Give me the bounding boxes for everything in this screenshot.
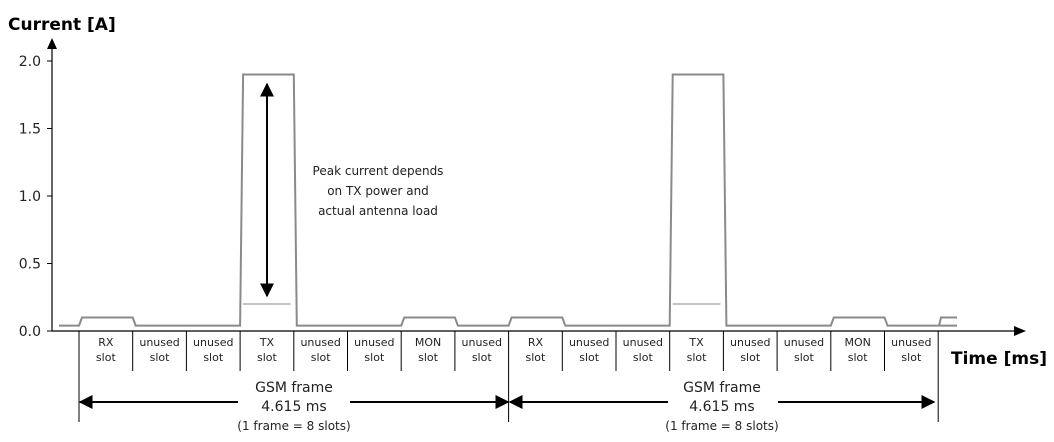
annotation-line-2: on TX power and bbox=[327, 184, 429, 198]
y-tick-label: 2.0 bbox=[19, 54, 41, 70]
y-tick-label: 1.0 bbox=[19, 189, 41, 205]
x-axis-title: Time [ms] bbox=[951, 349, 1047, 369]
slot-label: RX bbox=[98, 336, 114, 349]
slot-sublabel: slot bbox=[687, 351, 708, 364]
frame-2-note: (1 frame = 8 slots) bbox=[665, 419, 778, 433]
slot-sublabel: slot bbox=[633, 351, 654, 364]
slot-label: unused bbox=[623, 336, 663, 349]
slot-sublabel: slot bbox=[418, 351, 439, 364]
slot-label: unused bbox=[730, 336, 770, 349]
y-axis-arrow bbox=[47, 38, 57, 49]
slot-sublabel: slot bbox=[311, 351, 332, 364]
slot-sublabel: slot bbox=[364, 351, 385, 364]
y-tick-label: 0.0 bbox=[19, 324, 41, 340]
slot-sublabel: slot bbox=[203, 351, 224, 364]
slot-label: unused bbox=[569, 336, 609, 349]
slot-sublabel: slot bbox=[794, 351, 815, 364]
slot-label: unused bbox=[193, 336, 233, 349]
slot-label: TX bbox=[259, 336, 275, 349]
frame-1-label: GSM frame bbox=[255, 380, 333, 396]
slot-label: MON bbox=[415, 336, 441, 349]
slot-label: RX bbox=[528, 336, 544, 349]
slot-sublabel: slot bbox=[257, 351, 278, 364]
slot-label: unused bbox=[139, 336, 179, 349]
slot-label: unused bbox=[891, 336, 931, 349]
frame-2-label: GSM frame bbox=[683, 380, 761, 396]
slot-label: unused bbox=[784, 336, 824, 349]
slot-sublabel: slot bbox=[848, 351, 869, 364]
frame-1-note: (1 frame = 8 slots) bbox=[237, 419, 350, 433]
frame-1-duration: 4.615 ms bbox=[261, 399, 326, 415]
slot-label: unused bbox=[300, 336, 340, 349]
slot-label: TX bbox=[688, 336, 704, 349]
y-tick-label: 0.5 bbox=[19, 257, 41, 273]
annotation-line-1: Peak current depends bbox=[313, 164, 444, 178]
slot-sublabel: slot bbox=[901, 351, 922, 364]
slot-sublabel: slot bbox=[579, 351, 600, 364]
slot-sublabel: slot bbox=[150, 351, 171, 364]
slot-label: unused bbox=[354, 336, 394, 349]
slot-sublabel: slot bbox=[740, 351, 761, 364]
slot-label: unused bbox=[462, 336, 502, 349]
y-tick-label: 1.5 bbox=[19, 122, 41, 138]
slot-sublabel: slot bbox=[526, 351, 547, 364]
slot-label: MON bbox=[844, 336, 870, 349]
annotation-line-3: actual antenna load bbox=[318, 204, 438, 218]
current-trace-tail bbox=[938, 316, 957, 326]
frame-2-duration: 4.615 ms bbox=[689, 399, 754, 415]
slot-sublabel: slot bbox=[96, 351, 117, 364]
y-axis-title: Current [A] bbox=[8, 15, 116, 35]
current-trace bbox=[59, 73, 957, 327]
x-axis-arrow bbox=[1014, 326, 1026, 336]
slot-sublabel: slot bbox=[472, 351, 493, 364]
